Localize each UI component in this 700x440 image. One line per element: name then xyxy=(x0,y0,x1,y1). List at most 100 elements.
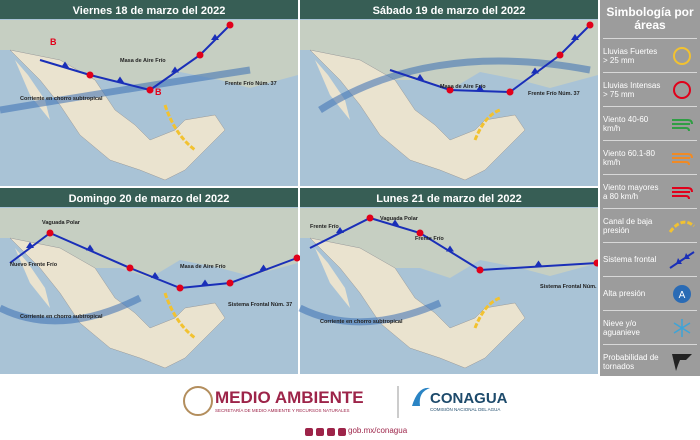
front-tooth xyxy=(201,279,209,286)
legend-item: Probabilidad de tornados xyxy=(603,344,697,378)
baja xyxy=(15,248,50,308)
legend-label: Probabilidad de tornados xyxy=(603,352,659,371)
land-us xyxy=(300,208,598,278)
legend-item: Sistema frontal xyxy=(603,242,697,276)
brand-sub: COMISIÓN NACIONAL DEL AGUA xyxy=(430,407,501,412)
front-tooth xyxy=(391,219,399,226)
warm-front xyxy=(196,51,204,59)
front-tooth xyxy=(416,74,424,80)
map-panel: Viernes 18 de marzo del 2022 B Masa de Air… xyxy=(0,0,298,186)
panel-title: Sábado 19 de marzo del 2022 xyxy=(373,5,526,17)
legend-icon: A xyxy=(673,284,691,303)
url[interactable]: gob.mx/conagua xyxy=(348,426,408,435)
title-bar xyxy=(300,188,598,207)
legend-icon xyxy=(673,46,691,65)
warm-front xyxy=(176,284,184,292)
legend-item: Nieve y/o aguanieve xyxy=(603,310,697,344)
map-label: B xyxy=(50,37,57,47)
map-label: Corriente en chorro subtropical xyxy=(20,314,103,320)
baja xyxy=(315,248,350,308)
front-tooth xyxy=(259,264,268,271)
legend-item: Alta presión A xyxy=(603,276,697,310)
map-label: Frente Frío Núm. 37 xyxy=(528,91,580,97)
map-label: Corriente en chorro subtropical xyxy=(320,319,403,325)
legend-item: Lluvias Intensas > 75 mm xyxy=(603,72,697,106)
warm-front xyxy=(366,214,374,222)
warm-front xyxy=(146,86,154,94)
panel-title: Lunes 21 de marzo del 2022 xyxy=(376,193,522,205)
legend-item: Viento 60.1-80 km/h xyxy=(603,140,697,174)
svg-text:A: A xyxy=(679,290,686,301)
trough xyxy=(163,292,196,340)
brand: MEDIO AMBIENTE xyxy=(215,388,364,407)
warm-front xyxy=(46,229,54,237)
warm-front xyxy=(86,71,94,79)
warm-front xyxy=(126,264,134,272)
legend-label: Lluvias Intensas > 75 mm xyxy=(603,80,661,99)
front-tooth xyxy=(211,34,219,40)
warm-front xyxy=(593,259,598,267)
map-label: Nuevo Frente Frío xyxy=(10,262,58,268)
legend-item: Canal de baja presión xyxy=(603,208,697,242)
jet-stream xyxy=(0,294,142,325)
map-label: Sistema Frontal Núm. 37 xyxy=(540,284,598,290)
legend-item: Viento mayores a 80 km/h xyxy=(603,174,697,208)
land-mexico xyxy=(9,237,226,369)
front-tooth xyxy=(151,272,159,278)
legend-icon xyxy=(673,318,691,337)
front-tooth xyxy=(86,244,94,251)
legend-icon xyxy=(668,220,695,233)
land-us xyxy=(0,208,298,278)
map-label: Corriente en chorro subtropical xyxy=(20,96,103,102)
legend-item: Viento 40-60 km/h xyxy=(603,106,697,140)
map-label: Frente Frío xyxy=(310,224,339,230)
front-tooth xyxy=(171,66,179,73)
trough xyxy=(473,108,501,141)
legend-label: Viento 40-60 km/h xyxy=(603,114,649,133)
map-label: Masa de Aire Frío xyxy=(180,264,226,270)
legend-icon xyxy=(672,118,693,131)
land-us xyxy=(300,20,598,90)
jet-stream xyxy=(0,66,251,114)
title-bar xyxy=(300,0,598,19)
front-tooth xyxy=(336,227,344,233)
baja xyxy=(315,60,350,120)
footer: MEDIO AMBIENTE SECRETARÍA DE MEDIO AMBIE… xyxy=(0,376,700,440)
legend-label: Alta presión xyxy=(603,289,646,298)
map-label: Masa de Aire Frío xyxy=(120,58,166,64)
legend-item: Lluvias Fuertes > 25 mm xyxy=(603,38,697,72)
map-panel: Lunes 21 de marzo del 2022 Frente Frío Vag… xyxy=(298,188,598,374)
map-label: Frente Frío xyxy=(415,236,444,242)
legend-label: Viento 60.1-80 km/h xyxy=(603,148,655,167)
map-label: Frente Frío Núm. 37 xyxy=(225,81,277,87)
warm-front xyxy=(506,88,514,96)
legend: Simbología por áreas Lluvias Fuertes > 2… xyxy=(600,0,700,376)
warm-front xyxy=(556,51,564,59)
warm-front xyxy=(586,21,594,29)
jet-stream xyxy=(318,57,591,113)
brand: CONAGUA xyxy=(430,390,508,407)
front-tooth xyxy=(476,85,484,91)
front-tooth xyxy=(116,76,124,83)
warm-front xyxy=(226,279,234,287)
front-tooth xyxy=(571,34,579,40)
footer-graphics xyxy=(183,386,430,436)
panel-title: Viernes 18 de marzo del 2022 xyxy=(73,5,226,17)
front-tooth xyxy=(26,242,34,248)
land-mexico xyxy=(9,49,226,181)
legend-title: Simbología por áreas xyxy=(606,5,694,32)
map-label: Vaguada Polar xyxy=(42,220,81,226)
jet-stream xyxy=(298,299,442,326)
land-mexico xyxy=(309,49,526,181)
legend-label: Sistema frontal xyxy=(603,255,657,264)
map-label: B xyxy=(155,87,162,97)
warm-front xyxy=(226,21,234,29)
map-label: Sistema Frontal Núm. 37 xyxy=(228,302,292,308)
legend-icon xyxy=(669,250,695,269)
title-bar xyxy=(0,0,298,19)
trough xyxy=(473,296,501,329)
front-tooth xyxy=(446,245,454,252)
legend-label: Canal de baja presión xyxy=(603,216,653,235)
maps: Viernes 18 de marzo del 2022 B Masa de Air… xyxy=(0,0,598,374)
